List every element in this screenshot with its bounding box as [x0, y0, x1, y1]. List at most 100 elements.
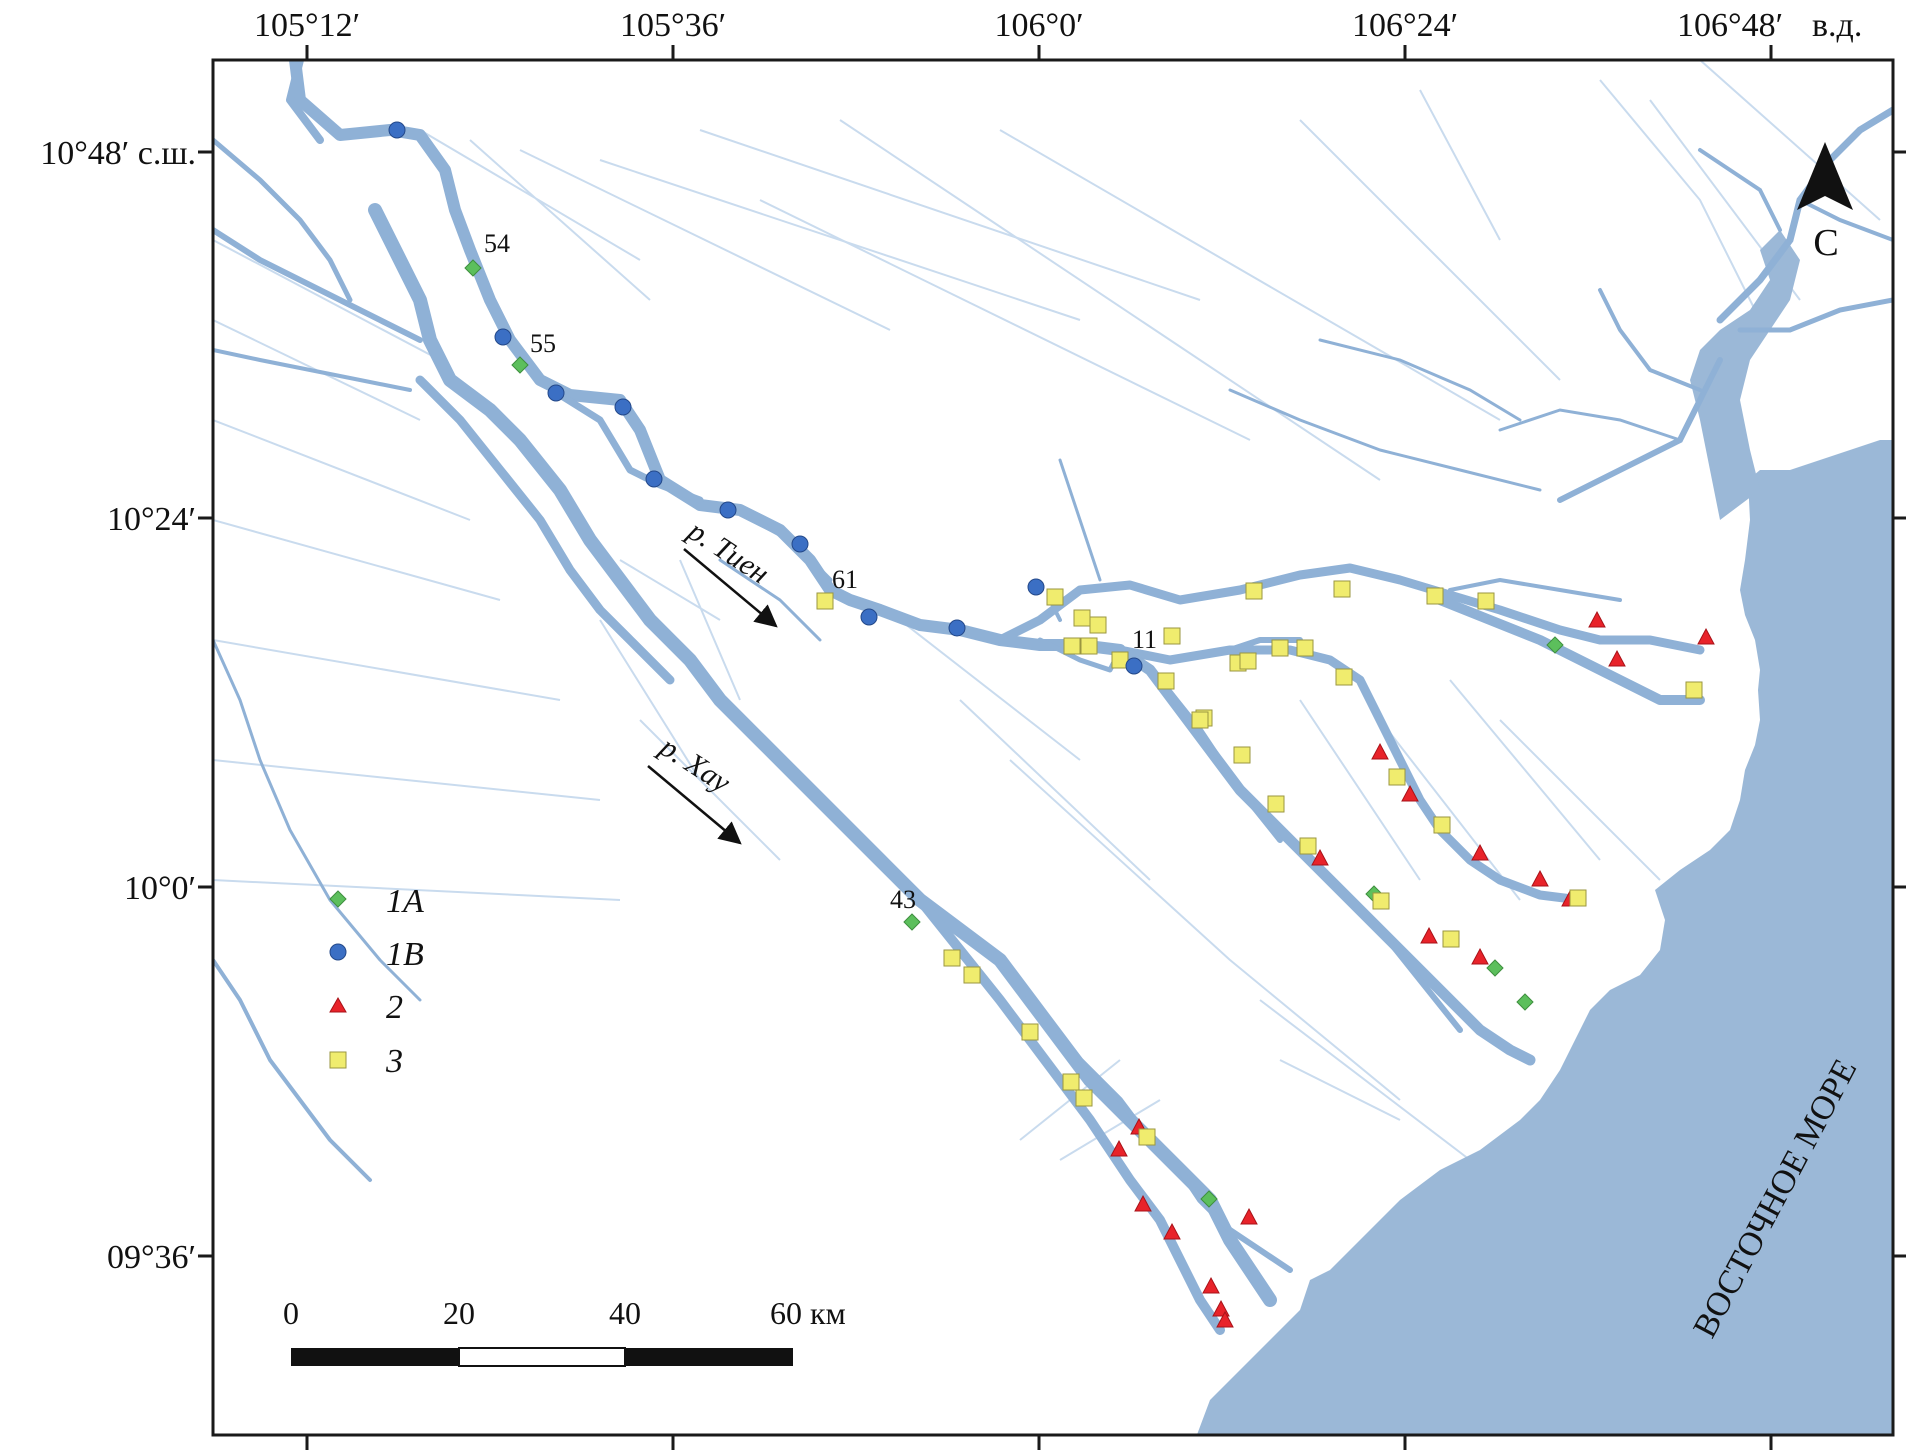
site-marker-1b: [494, 328, 512, 346]
scale-label-20: 20: [443, 1295, 475, 1331]
site-marker-2: [1163, 1222, 1181, 1240]
legend-symbol-1b: [329, 943, 347, 961]
lon-suffix: в.д.: [1812, 7, 1862, 44]
site-marker-1a: [1200, 1190, 1218, 1208]
lat-label-4: 09°36′: [107, 1239, 196, 1276]
site-marker-2: [1471, 843, 1489, 861]
site-marker-2: [1697, 627, 1715, 645]
flow-arrow-tien: [683, 548, 778, 628]
site-marker-2: [1202, 1276, 1220, 1294]
scale-segment-2: [458, 1347, 626, 1367]
site-marker-2: [1531, 869, 1549, 887]
lon-label-3: 106°0′: [994, 7, 1083, 44]
legend-item-2: 2: [329, 989, 403, 1026]
site-marker-3: [1426, 587, 1444, 605]
site-marker-2: [1110, 1139, 1128, 1157]
site-marker-3: [1163, 627, 1181, 645]
site-marker-1a: [464, 259, 482, 277]
saigon-estuary: [1690, 230, 1800, 520]
site-marker-2: [1311, 848, 1329, 866]
site-marker-3: [1080, 637, 1098, 655]
site-marker-3: [1239, 652, 1257, 670]
site-marker-1b: [719, 501, 737, 519]
lat-label-2: 10°24′: [107, 501, 196, 538]
legend-symbol-1a: [329, 890, 347, 908]
site-marker-3: [1157, 672, 1175, 690]
north-arrow-icon: С: [1797, 142, 1853, 264]
site-marker-2: [1588, 610, 1606, 628]
site-marker-3: [1046, 588, 1064, 606]
legend-item-1b: 1В: [329, 936, 424, 973]
site-label-54: 54: [484, 229, 510, 258]
map-frame: [211, 58, 1895, 1437]
site-marker-3: [1089, 616, 1107, 634]
site-marker-3: [816, 592, 834, 610]
site-marker-3: [1442, 930, 1460, 948]
rivers: [213, 60, 1705, 1335]
site-label-55: 55: [530, 329, 556, 358]
site-marker-1a: [903, 913, 921, 931]
legend-symbol-3: [329, 1051, 347, 1069]
river-label-tien: р. Тиен: [681, 513, 778, 628]
legend: 1А 1В 2 3: [329, 883, 424, 1080]
site-marker-3: [1021, 1023, 1039, 1041]
site-marker-2: [1420, 926, 1438, 944]
site-marker-1b: [645, 470, 663, 488]
site-label-43: 43: [890, 885, 916, 914]
tick-marks: [198, 45, 1906, 1450]
site-marker-3: [1271, 639, 1289, 657]
legend-label-1a: 1А: [386, 883, 424, 920]
legend-label-1b: 1В: [386, 936, 424, 973]
site-label-61: 61: [832, 565, 858, 594]
latitude-labels: 10°48′ с.ш. 10°24′ 10°0′ 09°36′: [40, 135, 196, 1276]
site-marker-2: [1471, 947, 1489, 965]
site-marker-3: [1296, 639, 1314, 657]
lon-label-5: 106°48′: [1677, 7, 1783, 44]
northeast-channels: [1318, 106, 1893, 503]
site-marker-3: [1138, 1128, 1156, 1146]
site-marker-1b: [614, 398, 632, 416]
site-marker-3: [1073, 609, 1091, 627]
site-marker-3: [1388, 768, 1406, 786]
site-marker-3: [963, 966, 981, 984]
scale-bar: 0 20 40 60 км: [283, 1295, 846, 1367]
site-marker-1b: [388, 121, 406, 139]
flow-arrow-hau: [647, 765, 742, 845]
site-marker-2: [1212, 1299, 1230, 1317]
canal-network: [213, 60, 1881, 1161]
site-marker-3: [1372, 892, 1390, 910]
site-marker-3: [1062, 1073, 1080, 1091]
legend-symbol-2: [329, 996, 347, 1013]
site-marker-1b: [1125, 657, 1143, 675]
lon-label-1: 105°12′: [254, 7, 360, 44]
legend-label-3: 3: [385, 1043, 403, 1080]
legend-label-2: 2: [386, 989, 403, 1026]
site-marker-2: [1371, 742, 1389, 760]
site-marker-1a: [1486, 959, 1504, 977]
site-marker-2: [1401, 784, 1419, 802]
site-label-11: 11: [1132, 625, 1157, 654]
site-marker-3: [1075, 1089, 1093, 1107]
site-marker-3: [1333, 580, 1351, 598]
river-label-hau-text: р. Хау: [653, 729, 737, 800]
legend-item-1a: 1А: [329, 883, 424, 920]
site-marker-1a: [511, 356, 529, 374]
site-marker-2: [1240, 1207, 1258, 1225]
site-marker-3: [1191, 711, 1209, 729]
east-sea: [1196, 440, 1893, 1435]
lat-label-3: 10°0′: [124, 870, 196, 907]
site-marker-1a: [1546, 636, 1564, 654]
scale-segment-3: [625, 1348, 793, 1366]
north-label: С: [1813, 222, 1838, 264]
site-marker-3: [1685, 681, 1703, 699]
site-marker-3: [943, 949, 961, 967]
site-marker-1b: [1027, 578, 1045, 596]
site-marker-1b: [860, 608, 878, 626]
scale-label-0: 0: [283, 1295, 299, 1331]
longitude-labels: 105°12′ 105°36′ 106°0′ 106°24′ 106°48′ в…: [254, 7, 1862, 44]
site-marker-3: [1335, 668, 1353, 686]
site-marker-1b: [791, 535, 809, 553]
site-labels: 54 55 61 11 43: [484, 229, 1157, 914]
site-marker-3: [1245, 582, 1263, 600]
